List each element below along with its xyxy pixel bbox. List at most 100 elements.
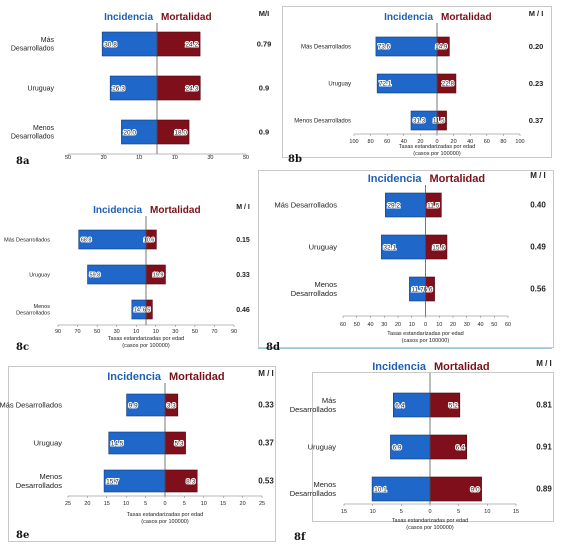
value-label-mortalidad: 11.5 — [433, 118, 445, 125]
value-label-incidencia: 6.4 — [395, 402, 404, 409]
legend-incidencia: Incidencia — [107, 371, 162, 383]
x-tick-label: 10 — [153, 329, 159, 335]
category-label-menos-desarrollados: Menos Desarrollados — [290, 480, 337, 498]
category-label-uruguay: Uruguay — [34, 439, 63, 448]
x-tick-label: 5 — [183, 501, 186, 507]
x-tick-label: 70 — [211, 329, 217, 335]
x-axis-title: Tasas estandarizadas por edad — [392, 518, 468, 524]
value-label-incidencia: 32.1 — [383, 244, 396, 251]
panel-label: 8e — [16, 530, 29, 541]
panel-separator — [258, 348, 552, 349]
chart-panel-8a: Incidencia Mortalidad M/I 30.8 24.2 Más Desarr… — [0, 0, 278, 170]
bar-mortalidad-m-s-desarrollados — [156, 31, 201, 57]
legend-mortalidad: Mortalidad — [434, 361, 490, 373]
value-label-mortalidad: 10.6 — [144, 237, 155, 243]
value-label-mortalidad: 11.5 — [427, 202, 440, 209]
x-axis-title: (casos por 100000) — [413, 151, 461, 157]
x-tick-label: 40 — [401, 139, 407, 145]
x-tick-label: 0 — [163, 501, 166, 507]
x-tick-label: 0 — [428, 509, 431, 515]
mi-ratio-m-s-desarrollados: 0.40 — [530, 201, 546, 210]
value-label-incidencia: 14.5 — [111, 440, 124, 447]
legend-incidencia: Incidencia — [93, 205, 142, 216]
mi-header: M / I — [236, 204, 250, 211]
panel-frame-8f — [312, 372, 554, 522]
legend-incidencia: Incidencia — [384, 12, 433, 23]
value-label-mortalidad: 6.5 — [143, 307, 151, 313]
panel-label: 8f — [294, 532, 306, 543]
value-label-mortalidad: 19.9 — [153, 272, 164, 278]
legend-incidencia: Incidencia — [104, 12, 153, 23]
category-label-menos-desarrollados: Menos Desarrollados — [16, 472, 63, 490]
value-label-incidencia: 10.1 — [374, 486, 387, 493]
value-label-incidencia: 73.6 — [378, 44, 391, 51]
legend-mortalidad: Mortalidad — [441, 12, 492, 23]
mi-ratio-menos-desarrollados: 0.37 — [529, 116, 544, 125]
x-tick-label: 50 — [354, 322, 360, 328]
mi-ratio-menos-desarrollados: 0.9 — [259, 128, 269, 137]
category-label-m-s-desarrollados: Más Desarrollados — [290, 396, 337, 414]
value-label-incidencia: 72.1 — [379, 81, 392, 88]
x-tick-label: 50 — [94, 329, 100, 335]
value-label-mortalidad: 6.6 — [424, 286, 433, 293]
x-tick-label: 10 — [201, 501, 207, 507]
value-label-incidencia: 68.8 — [81, 237, 92, 243]
mi-ratio-menos-desarrollados: 0.46 — [236, 307, 250, 314]
value-label-mortalidad: 9.0 — [471, 486, 480, 493]
x-tick-label: 10 — [484, 509, 490, 515]
x-axis-title: Tasas estandarizadas por edad — [108, 336, 184, 342]
mi-ratio-uruguay: 0.91 — [536, 443, 552, 452]
x-tick-label: 20 — [84, 501, 90, 507]
value-label-mortalidad: 3.3 — [167, 402, 176, 409]
x-tick-label: 30 — [114, 329, 120, 335]
x-tick-label: 30 — [101, 155, 107, 161]
value-label-mortalidad: 22.8 — [442, 81, 455, 88]
mi-header: M/I — [259, 9, 269, 18]
category-label-menos-desarrollados: Menos Desarrollados — [11, 125, 55, 140]
x-tick-label: 80 — [368, 139, 374, 145]
bar-incidencia-menos-desarrollados — [121, 119, 158, 145]
legend-incidencia: Incidencia — [372, 361, 427, 373]
mi-header: M / I — [530, 171, 546, 180]
category-label-menos-desarrollados: Menos Desarrollados — [16, 304, 50, 317]
x-tick-label: 20 — [417, 139, 423, 145]
legend-mortalidad: Mortalidad — [430, 173, 486, 185]
x-tick-label: 5 — [400, 509, 403, 515]
mi-ratio-uruguay: 0.49 — [530, 243, 546, 252]
category-label-menos-desarrollados: Menos Desarrollados — [291, 280, 338, 298]
bar-incidencia-uruguay — [109, 75, 158, 101]
value-label-incidencia: 9.9 — [129, 402, 138, 409]
x-tick-label: 50 — [192, 329, 198, 335]
x-tick-label: 60 — [505, 322, 511, 328]
value-label-mortalidad: 24.2 — [185, 41, 198, 48]
x-tick-label: 40 — [477, 322, 483, 328]
value-label-mortalidad: 15.6 — [432, 244, 445, 251]
value-label-mortalidad: 14.9 — [435, 44, 448, 51]
value-label-incidencia: 14.5 — [134, 307, 145, 313]
category-label-m-s-desarrollados: Más Desarrollados — [4, 237, 50, 243]
value-label-mortalidad: 6.4 — [456, 444, 465, 451]
value-label-incidencia: 20.0 — [123, 129, 136, 136]
mi-header: M / I — [258, 369, 274, 378]
x-tick-label: 60 — [340, 322, 346, 328]
x-tick-label: 90 — [231, 329, 237, 335]
x-tick-label: 30 — [172, 329, 178, 335]
mi-ratio-uruguay: 0.23 — [529, 79, 544, 88]
x-tick-label: 15 — [513, 509, 519, 515]
panel-frame-8d — [258, 170, 554, 348]
value-label-incidencia: 30.8 — [104, 41, 117, 48]
x-tick-label: 25 — [65, 501, 71, 507]
value-label-incidencia: 29.2 — [387, 202, 400, 209]
x-tick-label: 20 — [395, 322, 401, 328]
category-label-m-s-desarrollados: Más Desarrollados — [274, 201, 337, 210]
x-tick-label: 0 — [435, 139, 438, 145]
category-label-m-s-desarrollados: Más Desarrollados — [11, 37, 55, 52]
mi-ratio-m-s-desarrollados: 0.33 — [258, 401, 274, 410]
bar-incidencia-uruguay — [381, 234, 426, 260]
chart-8c: Incidencia Mortalidad M / I 68.8 10.6 Más Des… — [4, 204, 250, 353]
panel-label: 8d — [266, 342, 280, 353]
value-label-mortalidad: 18.0 — [174, 129, 187, 136]
value-label-incidencia: 15.7 — [106, 478, 119, 485]
chart-8b: Incidencia Mortalidad M / I 73.6 14.9 Más Des… — [288, 9, 544, 165]
chart-8d: Incidencia Mortalidad M / I 29.2 11.5 Más Des… — [266, 171, 546, 353]
